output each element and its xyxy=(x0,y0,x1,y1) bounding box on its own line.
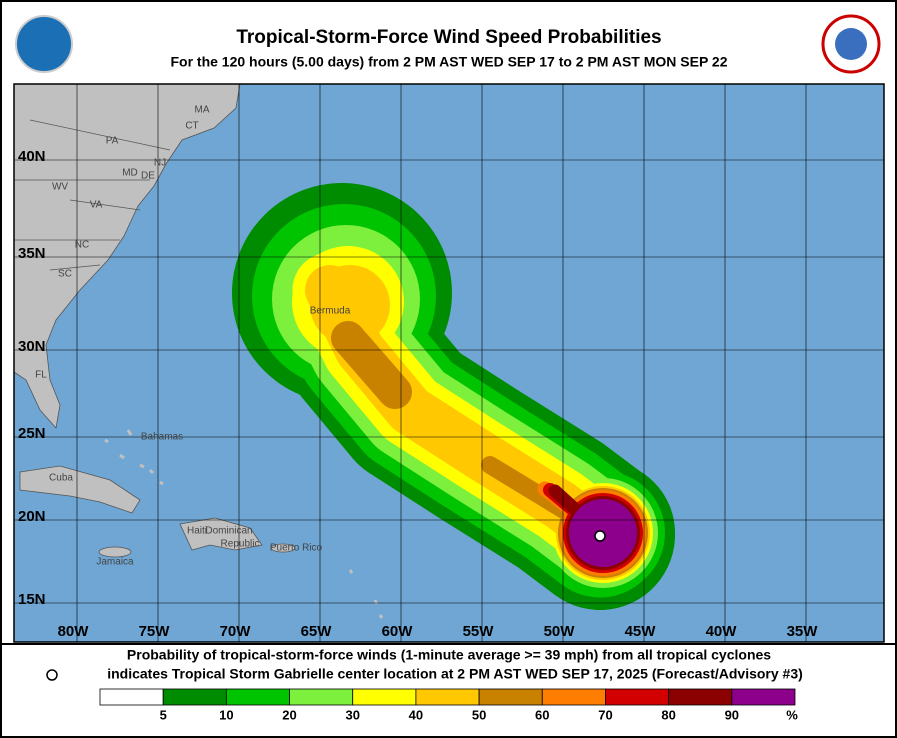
place-label: MA xyxy=(195,105,210,116)
place-label: VA xyxy=(90,200,103,211)
legend-tick-label: 90 xyxy=(725,707,739,722)
map: MA CT PA NJ MD DE WV VA NC SC FL Bahamas… xyxy=(14,84,884,642)
noaa-logo xyxy=(15,15,73,73)
legend-tick-label: 50 xyxy=(472,707,486,722)
legend-tick-label: 20 xyxy=(282,707,296,722)
place-label: DE xyxy=(141,171,155,182)
storm-center xyxy=(594,530,606,542)
lat-label: 40N xyxy=(18,148,46,165)
legend-swatch xyxy=(731,688,796,706)
us-coast xyxy=(14,84,241,429)
small-islands xyxy=(104,429,384,619)
legend: 5 10 20 30 40 50 60 70 80 90% xyxy=(99,688,798,722)
place-label: Republic xyxy=(221,539,260,550)
place-label: NJ xyxy=(154,158,166,169)
lat-label: 30N xyxy=(18,338,46,355)
legend-unit: % xyxy=(786,707,798,722)
legend-swatch xyxy=(162,688,227,706)
lon-label: 80W xyxy=(58,623,90,640)
legend-tick-label: 5 xyxy=(160,707,167,722)
jamaica xyxy=(98,546,132,558)
graticule xyxy=(14,84,884,642)
legend-swatch xyxy=(289,688,354,706)
place-label: WV xyxy=(52,182,68,193)
puerto-rico xyxy=(270,543,296,553)
legend-swatch xyxy=(478,688,543,706)
place-label: Puerto Rico xyxy=(270,543,323,554)
lat-label: 25N xyxy=(18,425,46,442)
place-label: Cuba xyxy=(49,473,73,484)
place-label: Haiti xyxy=(187,526,207,537)
legend-swatch xyxy=(352,688,417,706)
title: Tropical-Storm-Force Wind Speed Probabil… xyxy=(236,27,661,48)
lon-label: 45W xyxy=(625,623,657,640)
subtitle: For the 120 hours (5.00 days) from 2 PM … xyxy=(170,54,727,70)
legend-tick-label: 10 xyxy=(219,707,233,722)
place-label: MD xyxy=(122,168,138,179)
legend-swatch xyxy=(415,688,480,706)
lon-label: 50W xyxy=(544,623,576,640)
nws-logo-inner xyxy=(835,28,867,60)
lon-label: 40W xyxy=(706,623,738,640)
map-border xyxy=(13,83,885,643)
state-borders xyxy=(14,119,171,271)
place-label: Jamaica xyxy=(96,557,134,568)
legend-swatch xyxy=(225,688,290,706)
lon-label: 65W xyxy=(301,623,333,640)
lon-label: 55W xyxy=(463,623,495,640)
place-label: SC xyxy=(58,269,72,280)
contour-top xyxy=(310,265,390,345)
footer-line1: Probability of tropical-storm-force wind… xyxy=(127,647,771,663)
legend-swatch xyxy=(541,688,606,706)
lon-label: 35W xyxy=(787,623,819,640)
center-symbol xyxy=(46,669,58,681)
cuba xyxy=(19,465,141,514)
legend-swatch xyxy=(668,688,733,706)
lat-label: 35N xyxy=(18,245,46,262)
legend-swatch xyxy=(605,688,670,706)
lon-label: 75W xyxy=(139,623,171,640)
hispaniola xyxy=(179,517,263,551)
place-label: NC xyxy=(75,240,89,251)
footer-line2: indicates Tropical Storm Gabrielle cente… xyxy=(107,666,803,682)
legend-tick-label: 80 xyxy=(661,707,675,722)
place-label: CT xyxy=(185,121,198,132)
legend-tick-label: 60 xyxy=(535,707,549,722)
legend-tick-label: 70 xyxy=(598,707,612,722)
place-label: Dominican xyxy=(205,526,252,537)
place-label: Bahamas xyxy=(141,432,183,443)
contour-core xyxy=(331,321,412,409)
legend-swatch xyxy=(99,688,164,706)
probability-contours xyxy=(232,183,675,610)
lat-label: 20N xyxy=(18,508,46,525)
lon-label: 60W xyxy=(382,623,414,640)
place-label: PA xyxy=(106,136,119,147)
legend-tick-label: 30 xyxy=(345,707,359,722)
place-label: Bermuda xyxy=(310,306,351,317)
legend-tick-label: 40 xyxy=(409,707,423,722)
lon-label: 70W xyxy=(220,623,252,640)
place-label: FL xyxy=(35,370,47,381)
lat-label: 15N xyxy=(18,591,46,608)
